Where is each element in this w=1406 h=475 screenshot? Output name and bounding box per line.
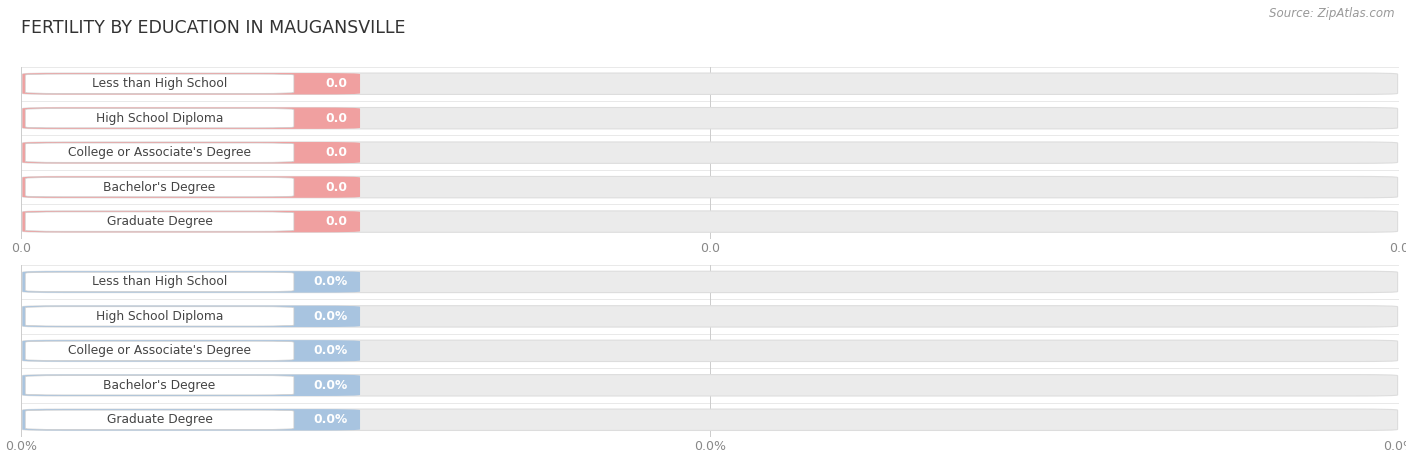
FancyBboxPatch shape (22, 271, 1398, 293)
Text: 0.0%: 0.0% (314, 310, 347, 323)
Text: 0.0: 0.0 (326, 146, 347, 159)
Text: College or Associate's Degree: College or Associate's Degree (67, 344, 252, 357)
FancyBboxPatch shape (25, 307, 294, 326)
Text: High School Diploma: High School Diploma (96, 112, 224, 125)
FancyBboxPatch shape (22, 211, 360, 232)
Text: College or Associate's Degree: College or Associate's Degree (67, 146, 252, 159)
Text: Graduate Degree: Graduate Degree (107, 413, 212, 426)
Text: Graduate Degree: Graduate Degree (107, 215, 212, 228)
Text: Bachelor's Degree: Bachelor's Degree (104, 180, 215, 194)
Text: 0.0: 0.0 (326, 215, 347, 228)
FancyBboxPatch shape (22, 176, 1398, 198)
FancyBboxPatch shape (25, 109, 294, 128)
FancyBboxPatch shape (25, 74, 294, 94)
Text: FERTILITY BY EDUCATION IN MAUGANSVILLE: FERTILITY BY EDUCATION IN MAUGANSVILLE (21, 19, 405, 37)
FancyBboxPatch shape (22, 375, 1398, 396)
FancyBboxPatch shape (22, 340, 360, 361)
FancyBboxPatch shape (25, 410, 294, 429)
FancyBboxPatch shape (22, 306, 360, 327)
FancyBboxPatch shape (22, 176, 360, 198)
FancyBboxPatch shape (22, 306, 1398, 327)
FancyBboxPatch shape (25, 272, 294, 292)
Text: Less than High School: Less than High School (91, 276, 228, 288)
Text: 0.0: 0.0 (326, 77, 347, 90)
FancyBboxPatch shape (25, 143, 294, 162)
FancyBboxPatch shape (25, 376, 294, 395)
FancyBboxPatch shape (22, 375, 360, 396)
Text: Bachelor's Degree: Bachelor's Degree (104, 379, 215, 392)
Text: 0.0%: 0.0% (314, 413, 347, 426)
FancyBboxPatch shape (22, 142, 360, 163)
FancyBboxPatch shape (22, 73, 360, 95)
FancyBboxPatch shape (22, 409, 360, 430)
FancyBboxPatch shape (22, 107, 360, 129)
FancyBboxPatch shape (25, 341, 294, 361)
FancyBboxPatch shape (25, 178, 294, 197)
Text: Source: ZipAtlas.com: Source: ZipAtlas.com (1270, 7, 1395, 20)
FancyBboxPatch shape (22, 340, 1398, 361)
Text: 0.0%: 0.0% (314, 379, 347, 392)
Text: Less than High School: Less than High School (91, 77, 228, 90)
Text: 0.0: 0.0 (326, 180, 347, 194)
FancyBboxPatch shape (25, 212, 294, 231)
Text: 0.0: 0.0 (326, 112, 347, 125)
FancyBboxPatch shape (22, 271, 360, 293)
Text: 0.0%: 0.0% (314, 344, 347, 357)
FancyBboxPatch shape (22, 211, 1398, 232)
FancyBboxPatch shape (22, 409, 1398, 430)
Text: High School Diploma: High School Diploma (96, 310, 224, 323)
FancyBboxPatch shape (22, 107, 1398, 129)
FancyBboxPatch shape (22, 142, 1398, 163)
FancyBboxPatch shape (22, 73, 1398, 95)
Text: 0.0%: 0.0% (314, 276, 347, 288)
